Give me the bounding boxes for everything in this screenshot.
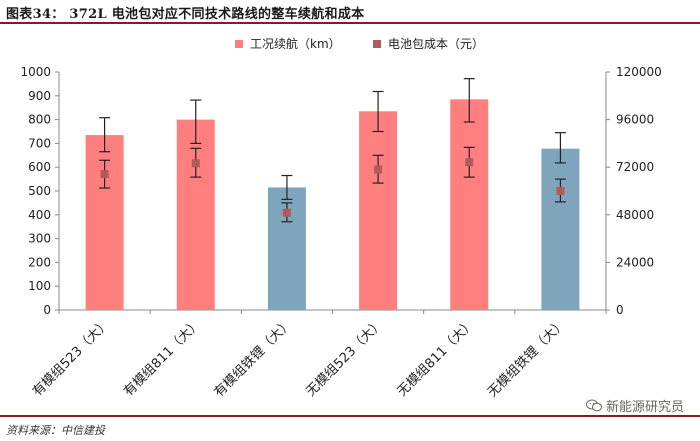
left-tick-label: 600	[28, 160, 51, 174]
range-bar	[450, 99, 489, 311]
figure-title: 图表34： 372L 电池包对应不同技术路线的整车续航和成本	[6, 7, 365, 22]
left-tick-label: 1000	[20, 65, 51, 79]
chart-legend: 工况续航（km） 电池包成本（元）	[235, 36, 484, 51]
left-tick-label: 200	[28, 255, 51, 269]
left-tick-label: 100	[28, 279, 51, 293]
range-error-bar	[463, 78, 475, 123]
footer-rule	[0, 415, 700, 417]
category-label: 有模组523（大）	[30, 316, 113, 399]
right-tick-label: 48000	[616, 208, 654, 222]
cost-marker	[556, 187, 565, 195]
range-error-bar	[554, 132, 566, 164]
cost-marker	[191, 159, 200, 168]
cost-marker	[100, 170, 109, 179]
range-error-bar	[99, 117, 111, 153]
category-label: 无模组铁锂（大）	[485, 316, 569, 400]
watermark-text: 新能源研究员	[605, 400, 684, 415]
right-tick-label: 0	[616, 303, 624, 317]
cost-marker	[465, 158, 474, 167]
left-tick-label: 400	[28, 208, 51, 222]
right-tick-label: 96000	[616, 113, 654, 127]
watermark: 新能源研究员	[585, 396, 684, 415]
legend-swatch-cost	[373, 40, 381, 48]
category-label: 无模组523（大）	[304, 316, 387, 399]
cost-marker	[374, 165, 383, 174]
legend-swatch-range	[235, 40, 243, 48]
category-label: 无模组811（大）	[395, 316, 478, 399]
figure-footer: 资料来源：中信建投	[0, 415, 700, 441]
range-error-bar	[372, 90, 384, 133]
left-tick-label: 800	[28, 113, 51, 127]
range-bar	[359, 111, 398, 311]
left-tick-label: 500	[28, 184, 51, 198]
legend-label-cost: 电池包成本（元）	[388, 37, 484, 51]
figure-header: 图表34： 372L 电池包对应不同技术路线的整车续航和成本	[0, 0, 700, 26]
left-tick-label: 300	[28, 232, 51, 246]
range-error-bar	[190, 99, 202, 144]
right-tick-label: 120000	[616, 65, 662, 79]
right-tick-label: 24000	[616, 255, 654, 269]
range-bar	[541, 148, 580, 310]
right-tick-label: 72000	[616, 160, 654, 174]
category-label: 有模组铁锂（大）	[212, 316, 296, 400]
source-note: 资料来源：中信建投	[6, 424, 105, 437]
left-tick-label: 900	[28, 89, 51, 103]
range-error-bar	[281, 174, 293, 200]
left-tick-label: 700	[28, 136, 51, 150]
left-tick-label: 0	[43, 303, 51, 317]
legend-label-range: 工况续航（km）	[250, 36, 341, 51]
header-rule	[0, 22, 700, 24]
cost-marker	[282, 208, 291, 217]
category-label: 有模组811（大）	[121, 316, 204, 399]
wechat-icon	[585, 399, 602, 412]
